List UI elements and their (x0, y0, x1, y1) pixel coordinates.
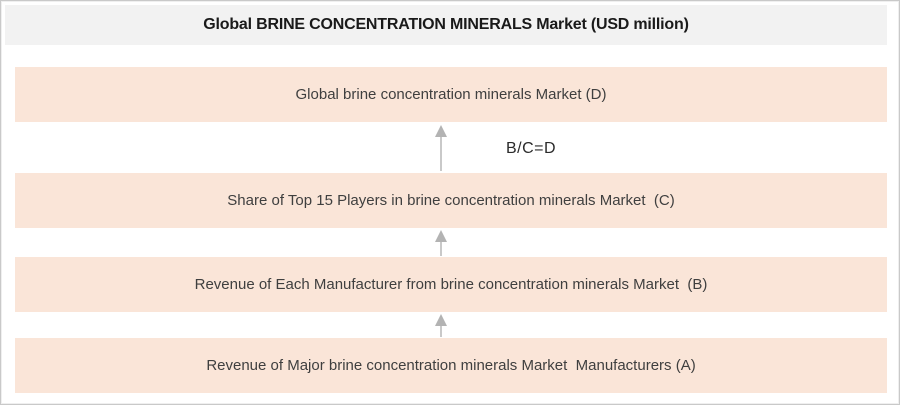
arrow-shaft (440, 137, 442, 171)
box-global-market-d-label: Global brine concentration minerals Mark… (295, 86, 607, 103)
box-top15-share-c: Share of Top 15 Players in brine concent… (15, 173, 887, 228)
box-global-market-d: Global brine concentration minerals Mark… (15, 67, 887, 122)
box-major-manufacturers-a-label: Revenue of Major brine concentration min… (206, 357, 696, 374)
box-top15-share-c-label: Share of Top 15 Players in brine concent… (227, 192, 675, 209)
box-manufacturer-revenue-b-label: Revenue of Each Manufacturer from brine … (194, 276, 708, 293)
arrow-head (435, 230, 447, 242)
arrow-head (435, 314, 447, 326)
diagram-title: Global BRINE CONCENTRATION MINERALS Mark… (203, 16, 689, 33)
up-arrow-icon-c-to-d (435, 125, 447, 171)
arrow-head (435, 125, 447, 137)
arrow-shaft (440, 326, 442, 337)
up-arrow-icon-b-to-c (435, 230, 447, 256)
box-major-manufacturers-a: Revenue of Major brine concentration min… (15, 338, 887, 393)
box-manufacturer-revenue-b: Revenue of Each Manufacturer from brine … (15, 257, 887, 312)
arrow-shaft (440, 242, 442, 256)
up-arrow-icon-a-to-b (435, 314, 447, 337)
title-bar: Global BRINE CONCENTRATION MINERALS Mark… (5, 5, 887, 45)
formula-label: B/C=D (506, 140, 557, 157)
